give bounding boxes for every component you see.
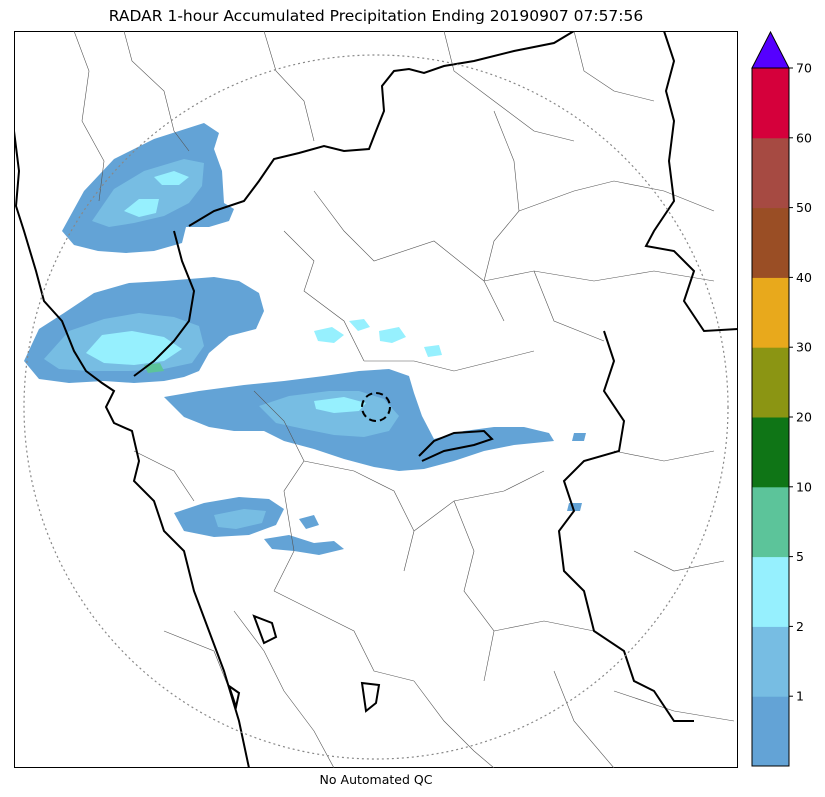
qc-note: No Automated QC [319, 772, 433, 787]
island-outline-1 [252, 614, 278, 645]
colorbar-segment [752, 626, 789, 697]
colorbar-tick-label: 5 [796, 549, 804, 564]
state-border-north [133, 230, 196, 377]
colorbar-segment [752, 137, 789, 209]
colorbar-tick-label: 10 [796, 479, 812, 494]
rain-band-south [174, 497, 344, 555]
precipitation-colorbar: 1 2 5 10 20 30 40 50 60 70 [751, 30, 812, 767]
colorbar-segments [751, 30, 790, 767]
state-border-northeast [188, 31, 575, 227]
colorbar-tick-label: 2 [796, 619, 804, 634]
colorbar-tick-label: 50 [796, 200, 812, 215]
island-outline-2 [360, 681, 381, 713]
colorbar-tick-label: 40 [796, 270, 812, 285]
colorbar-tick-label: 30 [796, 340, 812, 355]
colorbar-extend-triangle [751, 30, 790, 69]
coastline [14, 130, 250, 768]
rain-peak-central [314, 397, 366, 413]
precipitation-layer [24, 123, 586, 555]
radar-map [14, 31, 738, 768]
state-border-east [644, 31, 738, 333]
colorbar-segment [752, 696, 789, 767]
radar-range-ring [23, 54, 729, 760]
rain-cells-north-central [314, 319, 442, 357]
island-outline-3 [227, 683, 241, 711]
colorbar-tick-label: 60 [796, 130, 812, 145]
map-title: RADAR 1-hour Accumulated Precipitation E… [108, 7, 644, 25]
colorbar-tick-label: 20 [796, 410, 812, 425]
colorbar-segment [752, 556, 789, 627]
colorbar-ticks: 1 2 5 10 20 30 40 50 60 70 [789, 61, 812, 704]
colorbar-segment [752, 277, 789, 348]
radar-site-marker [361, 392, 391, 422]
district-boundaries [73, 31, 735, 768]
colorbar-segment [752, 207, 789, 278]
state-border-central-south [418, 429, 494, 462]
rain-core-south [214, 509, 266, 529]
colorbar-segment [752, 417, 789, 488]
state-border-southeast [557, 330, 694, 722]
colorbar-segment [752, 486, 789, 558]
rain-peak-northwest [124, 171, 189, 217]
coast-and-state-borders [14, 31, 738, 768]
colorbar-segment [752, 347, 789, 418]
colorbar-segment [752, 68, 789, 139]
colorbar-tick-label: 1 [796, 689, 804, 704]
colorbar-tick-label: 70 [796, 61, 812, 76]
